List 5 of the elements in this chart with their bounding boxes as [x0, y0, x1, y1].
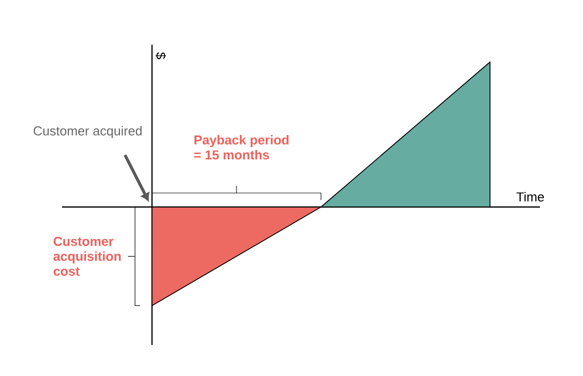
annotation: Payback period = 15 months: [194, 135, 289, 160]
x-axis-title: Time: [516, 192, 544, 202]
y-axis-title: $: [156, 52, 166, 60]
annotation: Customer acquisition cost: [53, 236, 121, 276]
annotation: Customer acquired: [34, 126, 142, 138]
